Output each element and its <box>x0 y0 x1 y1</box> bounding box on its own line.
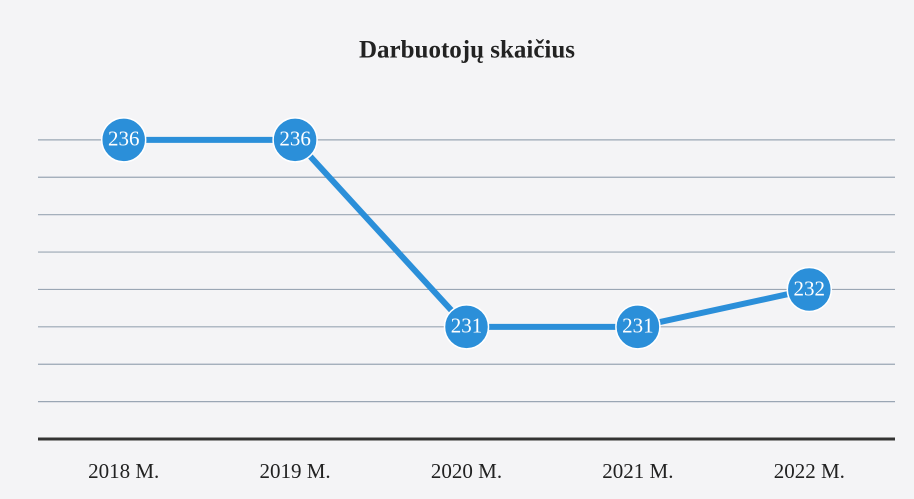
marker <box>100 117 147 163</box>
data-label: 232 <box>794 276 826 300</box>
x-tick-label: 2021 M. <box>602 459 673 483</box>
marker <box>443 304 490 350</box>
x-tick-label: 2022 M. <box>774 459 845 483</box>
data-label: 231 <box>622 314 654 338</box>
x-tick-label: 2019 M. <box>260 459 331 483</box>
marker <box>615 304 661 350</box>
marker <box>272 117 318 163</box>
data-label: 231 <box>451 314 483 338</box>
chart-title: Darbuotojų skaičius <box>359 37 575 64</box>
data-label: 236 <box>108 127 140 151</box>
x-tick-label: 2020 M. <box>431 459 502 483</box>
marker <box>786 266 833 313</box>
x-tick-label: 2018 M. <box>88 459 159 483</box>
data-label: 236 <box>279 127 311 151</box>
